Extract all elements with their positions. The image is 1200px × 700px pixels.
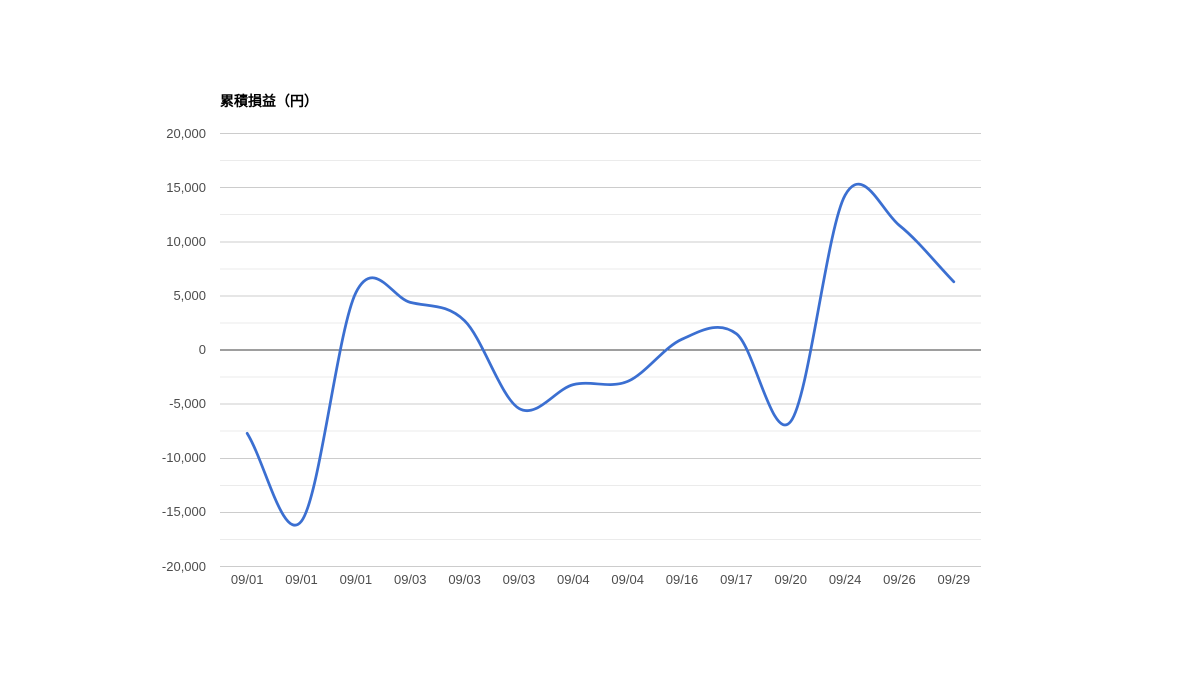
y-axis-label: -10,000 — [161, 450, 206, 466]
x-axis-label: 09/01 — [339, 572, 373, 587]
x-axis-label: 09/24 — [828, 572, 862, 587]
x-axis-label: 09/20 — [774, 572, 808, 587]
chart-title: 累積損益（円） — [220, 93, 318, 109]
x-axis-label: 09/01 — [285, 572, 318, 587]
x-axis-label: 09/16 — [665, 572, 699, 587]
x-axis-label: 09/03 — [393, 572, 427, 587]
y-axis-label: 5,000 — [173, 287, 206, 303]
y-axis-label: -15,000 — [161, 504, 206, 520]
x-axis-label: 09/29 — [937, 572, 971, 587]
x-axis-label: 09/17 — [720, 572, 753, 587]
y-axis-label: 20,000 — [166, 125, 206, 141]
y-axis-label: 10,000 — [166, 233, 206, 249]
y-axis-label: -5,000 — [169, 396, 206, 412]
x-axis-label: 09/04 — [557, 572, 590, 587]
x-axis-label: 09/03 — [502, 572, 536, 587]
y-axis-label: -20,000 — [161, 558, 206, 574]
y-axis-label: 15,000 — [166, 179, 206, 195]
y-axis-label: 0 — [198, 342, 206, 357]
x-axis-label: 09/03 — [448, 572, 481, 587]
x-axis-label: 09/26 — [883, 572, 916, 587]
x-axis-label: 09/01 — [230, 572, 264, 587]
x-axis-label: 09/04 — [611, 572, 644, 587]
series-line-cumulative-pnl — [245, 182, 956, 527]
